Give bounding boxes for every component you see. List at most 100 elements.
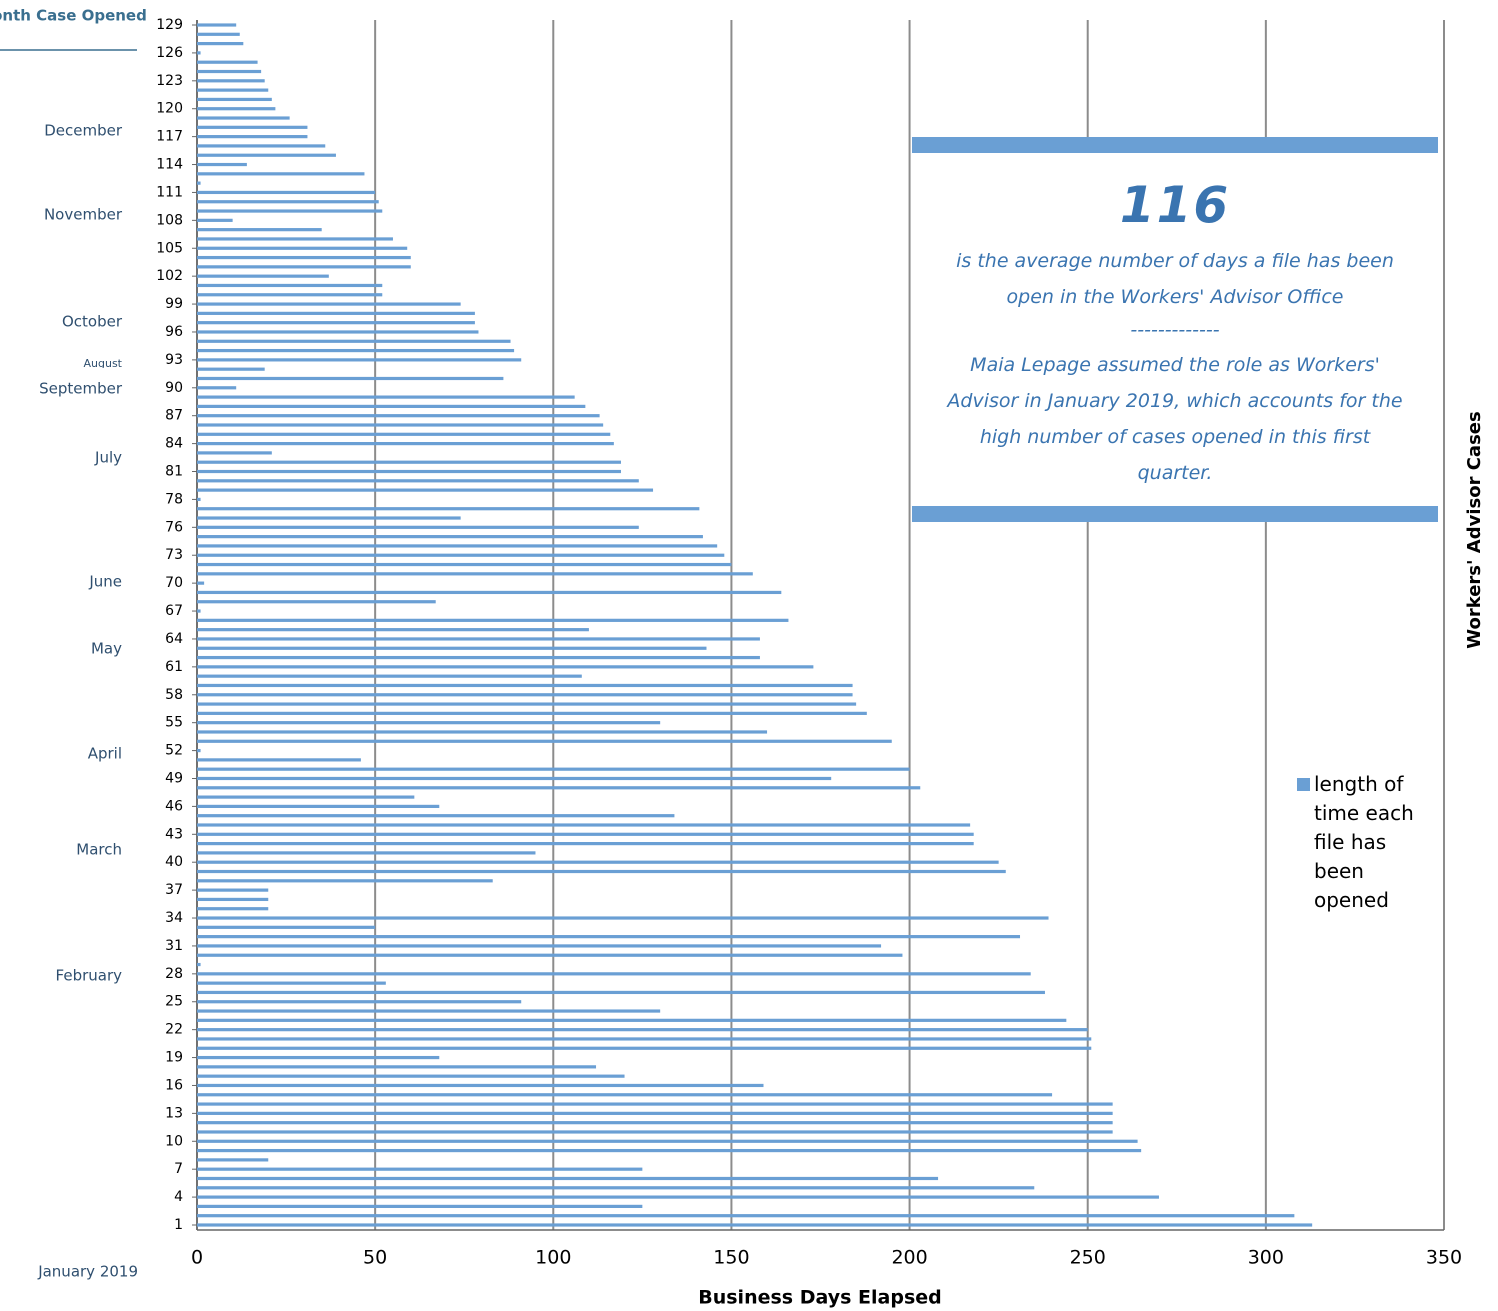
bar — [197, 348, 515, 353]
bar — [197, 1148, 1142, 1153]
bar — [197, 432, 611, 436]
bar — [197, 665, 814, 669]
bar — [197, 209, 383, 213]
y-tick-label: 43 — [165, 826, 183, 842]
bar — [197, 832, 974, 836]
bar — [197, 637, 760, 641]
y-tick-label: 126 — [156, 45, 183, 61]
y-tick-label: 7 — [174, 1161, 183, 1177]
y-axis-title: Month Case Opened — [0, 7, 147, 25]
bar — [197, 525, 639, 529]
bar — [197, 69, 262, 74]
bar — [197, 739, 892, 743]
bar — [197, 851, 536, 855]
month-label: August — [84, 357, 123, 370]
y-tick-label: 96 — [165, 324, 183, 340]
bar — [197, 804, 440, 808]
annotation-box: 116 is the average number of days a file… — [912, 137, 1438, 522]
bar — [197, 311, 475, 315]
y-tick-label: 123 — [156, 73, 183, 89]
bar — [197, 1102, 1113, 1106]
bar — [197, 265, 411, 269]
y-tick-label: 49 — [165, 770, 183, 786]
month-label: June — [88, 573, 122, 591]
y-tick-label: 84 — [165, 436, 183, 452]
bar — [197, 51, 201, 55]
bar — [197, 935, 1021, 939]
bar — [197, 1214, 1295, 1218]
x-tick-label: 150 — [713, 1247, 749, 1269]
bar — [197, 395, 575, 399]
bar — [197, 367, 265, 371]
bar — [197, 869, 1006, 874]
bar — [197, 255, 411, 260]
bar — [197, 1028, 1088, 1032]
bar — [197, 451, 272, 455]
bar — [197, 358, 522, 362]
bar — [197, 786, 921, 790]
bar — [197, 618, 789, 622]
bar — [197, 1037, 1092, 1041]
y-tick-label: 58 — [165, 687, 183, 703]
y-tick-label: 90 — [165, 380, 183, 396]
legend-swatch — [1297, 778, 1310, 791]
bar — [197, 376, 504, 381]
x-tick-label: 50 — [363, 1247, 387, 1269]
bar — [197, 823, 971, 827]
bar — [197, 1121, 1113, 1125]
bar — [197, 218, 233, 222]
bar — [197, 814, 675, 818]
bar — [197, 469, 621, 474]
bar — [197, 190, 376, 195]
bar — [197, 860, 999, 864]
month-label: October — [62, 313, 123, 331]
y-tick-label: 64 — [165, 631, 183, 647]
x-tick-label: 100 — [535, 1247, 571, 1269]
bar — [197, 1130, 1113, 1134]
y-tick-label: 31 — [165, 938, 183, 954]
x-tick-label: 350 — [1426, 1247, 1462, 1269]
bar — [197, 776, 832, 781]
x-tick-label: 300 — [1248, 1247, 1284, 1269]
bar — [197, 628, 589, 632]
x-tick-label: 250 — [1070, 1247, 1106, 1269]
bar — [197, 237, 393, 241]
bar — [197, 1195, 1159, 1199]
bar — [197, 646, 707, 650]
y-tick-label: 99 — [165, 296, 183, 312]
bar — [197, 162, 247, 167]
bar — [197, 339, 511, 343]
y-tick-label: 73 — [165, 547, 183, 563]
bar — [197, 1018, 1067, 1022]
bar — [197, 42, 244, 46]
month-label: July — [94, 449, 122, 467]
annotation-divider: ------------- — [1130, 319, 1220, 341]
bar — [197, 1204, 643, 1208]
bar — [197, 1158, 269, 1162]
bar — [197, 442, 614, 446]
bar — [197, 507, 700, 511]
annotation-text: Maia Lepage assumed the role as Workers'… — [947, 354, 1403, 484]
bar — [197, 944, 882, 948]
y-tick-label: 105 — [156, 240, 183, 256]
y-tick-label: 117 — [156, 129, 183, 145]
bar — [197, 1093, 1053, 1097]
y-tick-label: 22 — [165, 1022, 183, 1038]
bar — [197, 535, 703, 539]
month-label: April — [88, 745, 122, 763]
y-tick-label: 46 — [165, 798, 183, 814]
bar — [197, 135, 308, 139]
bar — [197, 674, 582, 678]
bar — [197, 404, 586, 408]
bar — [197, 181, 201, 185]
bar — [197, 1223, 1313, 1227]
bar — [197, 683, 853, 688]
bar — [197, 125, 308, 129]
bar — [197, 1065, 597, 1069]
bar — [197, 274, 329, 278]
bar — [197, 609, 201, 613]
bar — [197, 1139, 1138, 1143]
bar — [197, 293, 383, 297]
bar — [197, 1111, 1113, 1115]
